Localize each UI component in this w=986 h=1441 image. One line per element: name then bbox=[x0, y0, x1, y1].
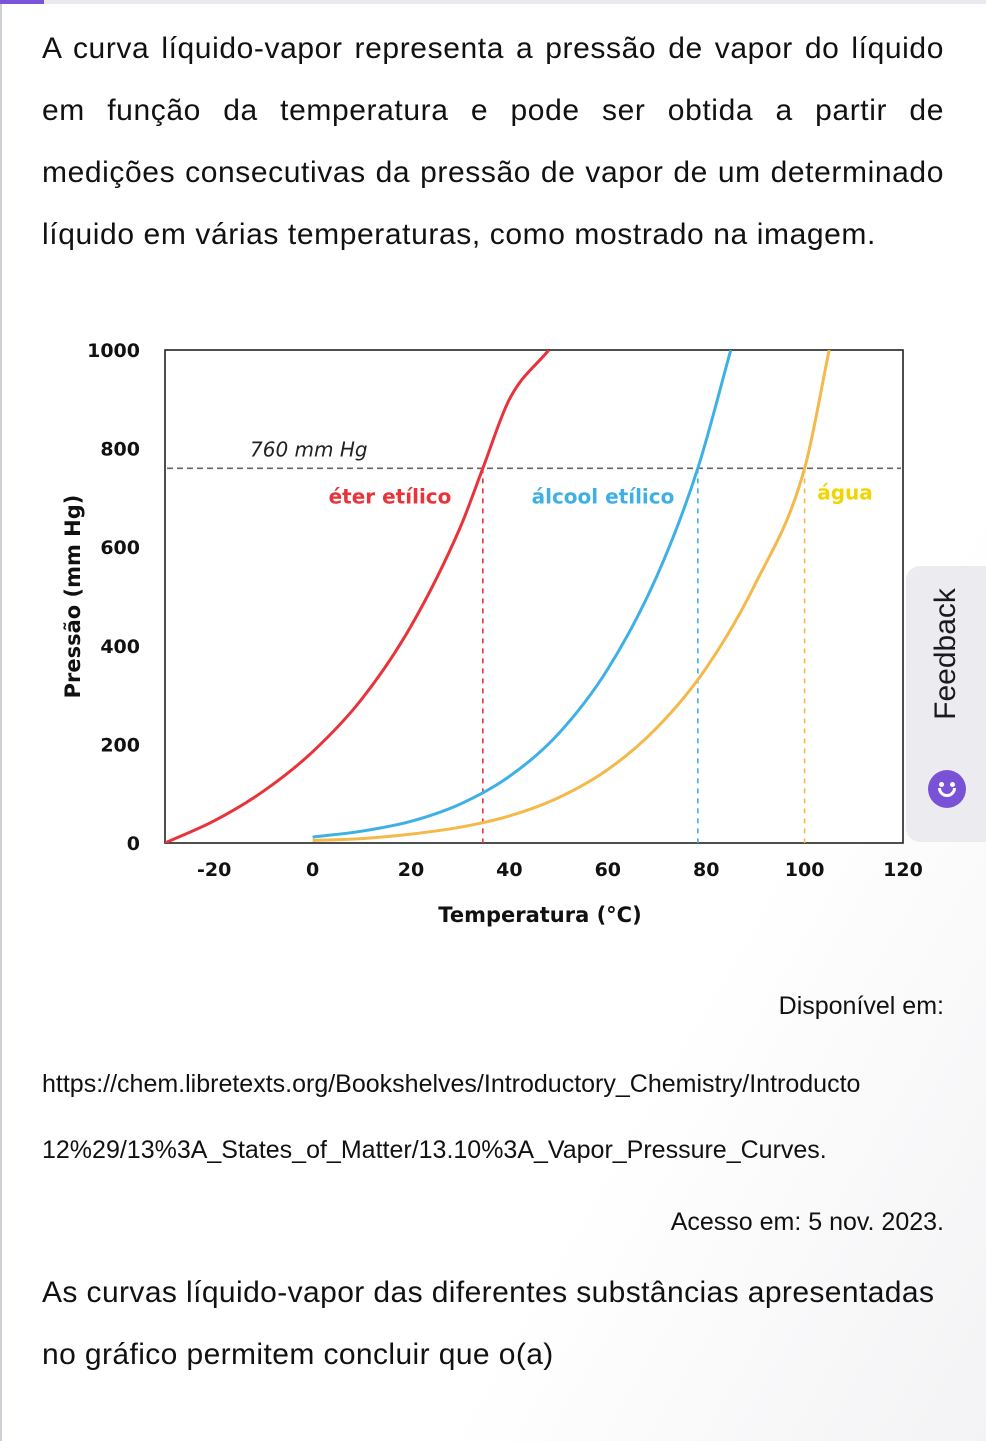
x-tick-label: 0 bbox=[306, 859, 319, 881]
reference-line-label: 760 mm Hg bbox=[250, 437, 368, 461]
y-tick-label: 200 bbox=[100, 734, 140, 756]
top-progress-accent bbox=[0, 0, 44, 4]
x-tick-label: -20 bbox=[197, 859, 231, 881]
question-text: As curvas líquido-vapor das diferentes s… bbox=[42, 1276, 935, 1371]
series-line bbox=[165, 350, 550, 843]
series-lines bbox=[165, 350, 831, 843]
access-date: Acesso em: 5 nov. 2023. bbox=[670, 1208, 944, 1236]
series-line bbox=[312, 350, 733, 839]
x-tick-label: 120 bbox=[883, 859, 923, 881]
y-tick-label: 0 bbox=[127, 833, 140, 855]
y-tick-label: 800 bbox=[100, 439, 140, 461]
series-label: água bbox=[817, 480, 873, 504]
x-tick-label: 80 bbox=[693, 859, 719, 881]
x-ticks: -20 0 20 40 60 80 100 120 bbox=[197, 859, 923, 881]
y-tick-label: 600 bbox=[100, 537, 140, 559]
left-border bbox=[0, 4, 2, 1441]
y-ticks: 0 200 400 600 800 1000 bbox=[87, 340, 140, 855]
source-prefix: Disponível em: bbox=[778, 992, 944, 1020]
y-tick-label: 1000 bbox=[87, 340, 140, 362]
intro-paragraph: A curva líquido-vapor representa a press… bbox=[42, 32, 944, 251]
series-label: éter etílico bbox=[329, 484, 452, 508]
series-labels: éter etílico álcool etílico água bbox=[329, 480, 873, 508]
feedback-tab[interactable]: Feedback bbox=[906, 566, 986, 842]
plot-frame bbox=[164, 349, 904, 844]
x-tick-label: 60 bbox=[595, 859, 621, 881]
source-url-line-1[interactable]: https://chem.libretexts.org/Bookshelves/… bbox=[42, 1070, 861, 1098]
source-url-line-2[interactable]: 12%29/13%3A_States_of_Matter/13.10%3A_Va… bbox=[42, 1136, 827, 1164]
y-tick-label: 400 bbox=[100, 636, 140, 658]
x-tick-label: 20 bbox=[398, 859, 424, 881]
vapor-pressure-chart: 0 200 400 600 800 1000 -20 0 20 40 60 80 100 120 760… bbox=[61, 340, 923, 927]
series-label: álcool etílico bbox=[532, 484, 675, 508]
smiley-icon[interactable] bbox=[928, 770, 966, 808]
top-progress-bar bbox=[0, 0, 986, 4]
x-tick-label: 100 bbox=[785, 859, 825, 881]
boiling-point-markers bbox=[482, 468, 806, 843]
y-axis-title: Pressão (mm Hg) bbox=[61, 495, 85, 699]
x-axis-title: Temperatura (°C) bbox=[438, 903, 641, 927]
series-line bbox=[312, 350, 831, 842]
feedback-label: Feedback bbox=[929, 588, 962, 720]
x-tick-label: 40 bbox=[496, 859, 522, 881]
